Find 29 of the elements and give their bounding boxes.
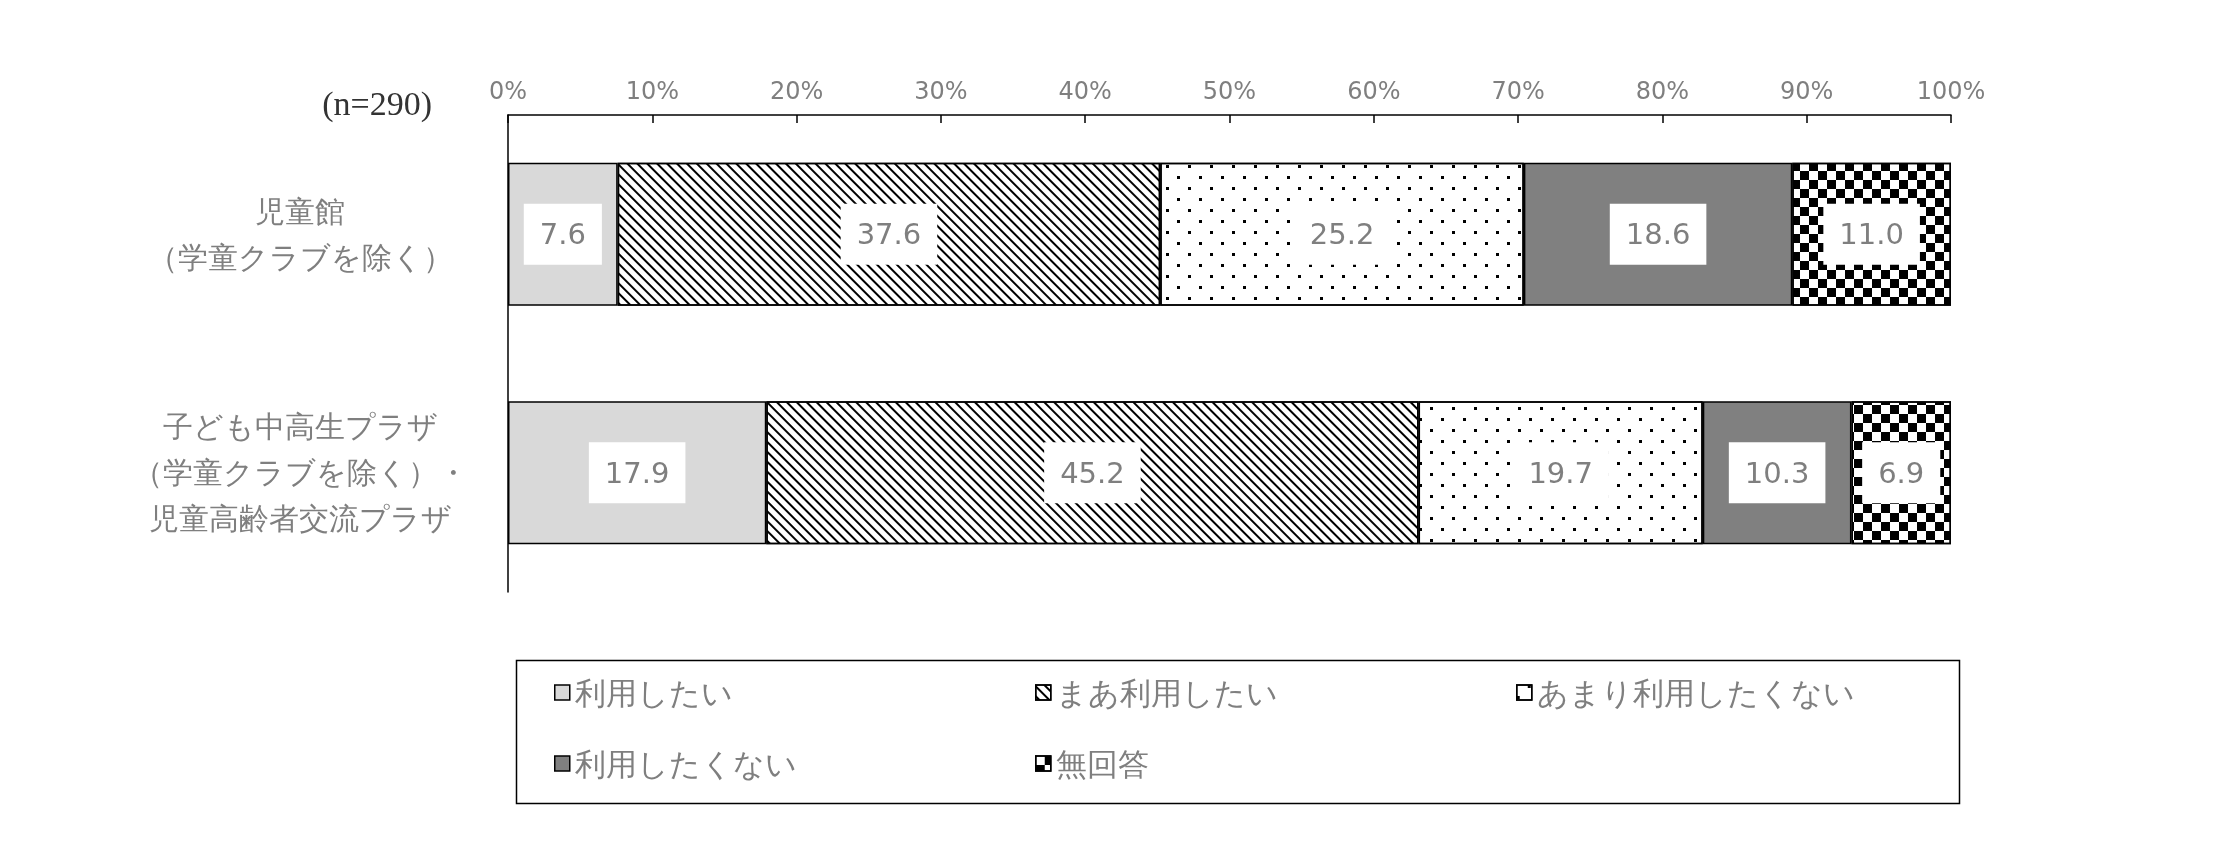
data-label: 37.6	[856, 217, 922, 252]
x-tick-label: 80%	[1635, 77, 1690, 105]
x-tick-label: 10%	[625, 77, 679, 105]
x-tick-label: 30%	[914, 77, 968, 105]
y-tick-label: 子ども中高生プラザ（学童クラブを除く）・児童高齢者交流プラザ	[132, 409, 468, 537]
x-tick-label: 60%	[1347, 77, 1401, 105]
data-label: 17.9	[604, 455, 670, 490]
legend-label: あまり利用したくない	[1536, 674, 1855, 711]
data-label: 25.2	[1309, 217, 1375, 252]
x-tick-label: 90%	[1780, 77, 1834, 105]
data-label: 19.7	[1528, 455, 1593, 490]
x-tick-label: 20%	[769, 77, 824, 105]
x-tick-label: 40%	[1058, 77, 1112, 105]
x-tick-label: 50%	[1202, 77, 1257, 105]
x-tick-label: 70%	[1491, 77, 1545, 105]
text: (n=290)	[322, 84, 432, 123]
data-label: 11.0	[1839, 217, 1904, 252]
data-label: 45.2	[1060, 455, 1125, 490]
legend-label: 利用したくない	[574, 745, 797, 782]
x-tick-label: 100%	[1916, 77, 1986, 105]
x-tick-label: 0%	[488, 77, 528, 105]
legend-label: 無回答	[1055, 745, 1149, 782]
data-label: 18.6	[1625, 217, 1691, 252]
legend-label: 利用したい	[574, 674, 733, 711]
data-label: 10.3	[1744, 455, 1810, 490]
y-tick-label: 児童館（学童クラブを除く）	[147, 193, 453, 275]
data-label: 7.6	[539, 217, 586, 252]
legend-label: まあ利用したい	[1055, 674, 1278, 711]
data-label: 6.9	[1878, 455, 1925, 490]
